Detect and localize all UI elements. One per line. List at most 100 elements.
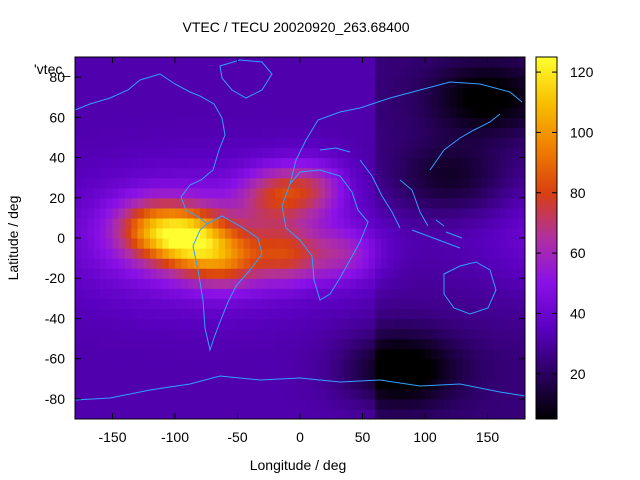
heatmap-cell — [293, 368, 301, 380]
heatmap-cell — [431, 77, 439, 88]
heatmap-cell — [337, 227, 345, 239]
heatmap-cell — [518, 147, 525, 159]
heatmap-cell — [425, 258, 432, 269]
heatmap-cell — [518, 298, 525, 309]
heatmap-cell — [400, 268, 407, 279]
heatmap-cell — [162, 338, 170, 350]
heatmap-cell — [481, 87, 489, 98]
heatmap-cell — [487, 408, 495, 419]
heatmap-cell — [481, 378, 489, 390]
heatmap-cell — [125, 298, 132, 309]
heatmap-cell — [418, 57, 426, 68]
heatmap-cell — [412, 117, 420, 128]
heatmap-cell — [306, 378, 314, 390]
heatmap-cell — [325, 368, 332, 380]
heatmap-cell — [400, 137, 407, 149]
heatmap-cell — [250, 288, 257, 299]
heatmap-cell — [337, 167, 345, 179]
heatmap-cell — [87, 408, 95, 419]
heatmap-cell — [387, 248, 395, 259]
heatmap-cell — [387, 77, 395, 88]
heatmap-cell — [468, 67, 476, 78]
heatmap-cell — [406, 248, 414, 259]
heatmap-cell — [450, 248, 457, 259]
heatmap-cell — [275, 57, 282, 68]
heatmap-cell — [393, 197, 401, 209]
heatmap-cell — [312, 398, 320, 410]
heatmap-cell — [456, 358, 464, 370]
heatmap-cell — [443, 358, 451, 370]
heatmap-cell — [312, 57, 320, 68]
heatmap-cell — [87, 217, 95, 229]
heatmap-cell — [206, 388, 214, 400]
heatmap-cell — [118, 348, 126, 360]
heatmap-cell — [118, 408, 126, 419]
heatmap-cell — [143, 378, 151, 390]
heatmap-cell — [350, 348, 357, 360]
heatmap-cell — [156, 67, 164, 78]
heatmap-cell — [337, 207, 345, 219]
heatmap-cell — [350, 278, 357, 289]
heatmap-cell — [268, 137, 276, 149]
heatmap-cell — [412, 278, 420, 289]
heatmap-cell — [418, 97, 426, 108]
x-tick-label: -50 — [227, 429, 247, 445]
heatmap-cell — [175, 107, 182, 118]
heatmap-cell — [293, 358, 301, 370]
heatmap-cell — [343, 268, 351, 279]
heatmap-cell — [393, 147, 401, 159]
heatmap-cell — [87, 308, 95, 320]
heatmap-cell — [362, 157, 370, 169]
heatmap-cell — [356, 87, 364, 98]
heatmap-cell — [118, 117, 126, 128]
heatmap-cell — [143, 388, 151, 400]
heatmap-cell — [487, 177, 495, 189]
heatmap-cell — [225, 197, 232, 209]
heatmap-cell — [118, 268, 126, 279]
heatmap-cell — [187, 318, 195, 330]
heatmap-cell — [125, 107, 132, 118]
heatmap-cell — [168, 117, 176, 128]
heatmap-cell — [81, 87, 89, 98]
heatmap-cell — [425, 107, 432, 118]
heatmap-cell — [325, 308, 332, 320]
heatmap-cell — [243, 117, 251, 128]
heatmap-cell — [218, 368, 226, 380]
heatmap-cell — [150, 278, 157, 289]
heatmap-cell — [356, 137, 364, 149]
heatmap-cell — [375, 308, 382, 320]
heatmap-cell — [262, 348, 270, 360]
heatmap-cell — [300, 147, 307, 159]
heatmap-cell — [181, 388, 189, 400]
heatmap-cell — [350, 388, 357, 400]
heatmap-cell — [393, 338, 401, 350]
heatmap-cell — [125, 227, 132, 239]
heatmap-cell — [468, 57, 476, 68]
heatmap-cell — [256, 308, 264, 320]
heatmap-cell — [156, 288, 164, 299]
heatmap-cell — [168, 268, 176, 279]
heatmap-cell — [418, 358, 426, 370]
heatmap-cell — [306, 268, 314, 279]
heatmap-cell — [437, 378, 445, 390]
heatmap-cell — [356, 67, 364, 78]
heatmap-cell — [100, 57, 107, 68]
heatmap-cell — [156, 408, 164, 419]
heatmap-cell — [125, 368, 132, 380]
heatmap-cell — [475, 238, 482, 249]
heatmap-cell — [300, 207, 307, 219]
heatmap-cell — [162, 248, 170, 259]
heatmap-cell — [356, 278, 364, 289]
heatmap-cell — [493, 398, 501, 410]
heatmap-cell — [87, 127, 95, 139]
heatmap-cell — [500, 358, 507, 370]
heatmap-cell — [368, 318, 376, 330]
heatmap-cell — [231, 157, 239, 169]
heatmap-cell — [100, 308, 107, 320]
heatmap-cell — [193, 328, 201, 340]
heatmap-cell — [293, 378, 301, 390]
heatmap-cell — [362, 278, 370, 289]
heatmap-cell — [437, 258, 445, 269]
heatmap-cell — [368, 187, 376, 199]
heatmap-cell — [393, 97, 401, 108]
